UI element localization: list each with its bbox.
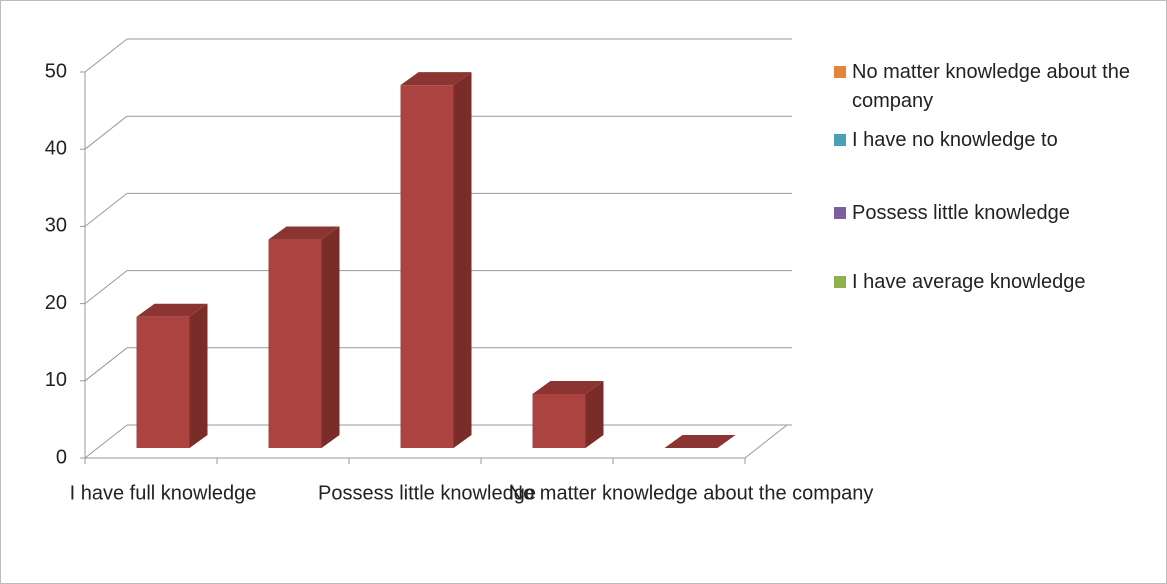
bar-front [136,316,190,448]
y-tick-label: 10 [45,369,67,391]
grid-line [84,347,128,382]
x-tick-label: Possess little knowledge [318,482,536,504]
bar-top [532,380,604,394]
bar-top [664,435,736,448]
legend-swatch [834,207,846,219]
bar-top [136,303,208,317]
x-tick-label: No matter knowledge about the company [509,482,874,504]
grid-line [84,424,128,459]
legend-label: I have no knowledge to [852,129,1058,151]
legend-label: Possess little knowledge [852,202,1070,224]
legend-swatch [834,134,846,146]
bar-front [268,239,322,448]
bar-front [532,393,586,448]
y-tick-label: 50 [45,60,67,82]
bar-front [400,85,454,448]
y-tick-label: 40 [45,137,67,159]
grid-line [84,38,128,73]
legend-entry: No matter knowledge about the company [834,58,1154,116]
legend-label: I have average knowledge [852,271,1086,293]
y-tick-label: 20 [45,292,67,314]
legend-swatch [834,66,846,78]
grid-line [84,115,128,150]
bar [400,72,472,448]
x-tick-label: I have full knowledge [70,482,257,504]
legend-swatch [834,276,846,288]
bar [268,226,340,448]
floor-right [744,424,788,459]
bar-side [585,380,604,448]
legend-label: No matter knowledge about the company [852,61,1130,112]
grid-line [84,193,128,227]
bar-top [400,72,472,86]
bar-top [268,226,340,240]
grid-line [84,270,128,304]
bar-side [189,303,208,448]
bar [532,380,604,448]
legend-entry: I have no knowledge to [834,126,1154,155]
y-tick-label: 0 [56,446,67,468]
bar-side [321,226,340,448]
bar [136,303,208,448]
bar-side [453,72,472,448]
y-tick-label: 30 [45,215,67,237]
bar [664,435,736,448]
legend-entry: Possess little knowledge [834,199,1154,228]
legend-entry: I have average knowledge [834,268,1154,297]
